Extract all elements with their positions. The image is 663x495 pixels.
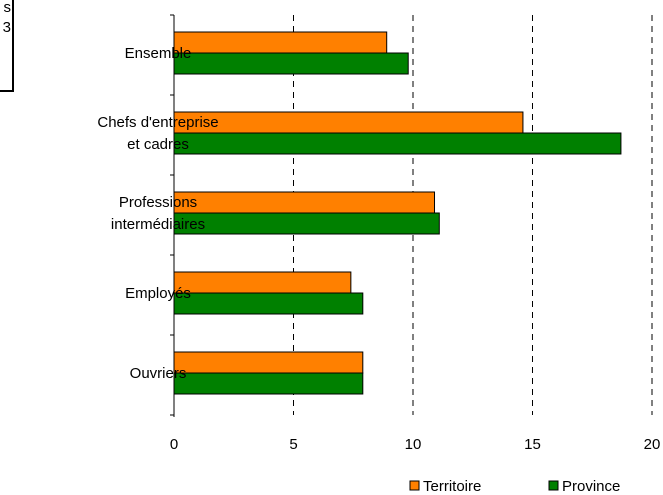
category-label: Professions [119, 194, 197, 211]
bar-territoire-2 [173, 191, 436, 214]
bar-province-0 [173, 52, 409, 75]
bar-province-4 [173, 372, 364, 395]
x-tick-label: 15 [524, 436, 541, 453]
bar-province-1 [173, 132, 622, 155]
category-label: Ouvriers [130, 365, 187, 382]
clipped-text-line-1: s [3, 0, 12, 16]
category-label: Ensemble [125, 45, 192, 62]
x-tick-label: 10 [405, 436, 422, 453]
x-tick-label: 0 [170, 436, 178, 453]
legend-label-territoire: Territoire [423, 478, 481, 495]
bar-territoire-1 [173, 111, 524, 134]
bar-territoire-0 [173, 31, 388, 54]
bar-province-2 [173, 212, 440, 235]
clipped-text-box: s 3 [0, 0, 14, 92]
bar-territoire-4 [173, 351, 364, 374]
category-label: et cadres [127, 136, 189, 153]
category-label: intermédiaires [111, 216, 205, 233]
category-label: Chefs d'entreprise [97, 114, 218, 131]
x-tick-label: 20 [644, 436, 661, 453]
category-label: Employés [125, 285, 191, 302]
x-tick-label: 5 [289, 436, 297, 453]
legend-swatch-province [548, 480, 559, 491]
bar-territoire-3 [173, 271, 352, 294]
bar-province-3 [173, 292, 364, 315]
legend-swatch-territoire [409, 480, 420, 491]
clipped-text-line-2: 3 [2, 19, 11, 36]
legend-label-province: Province [562, 478, 620, 495]
